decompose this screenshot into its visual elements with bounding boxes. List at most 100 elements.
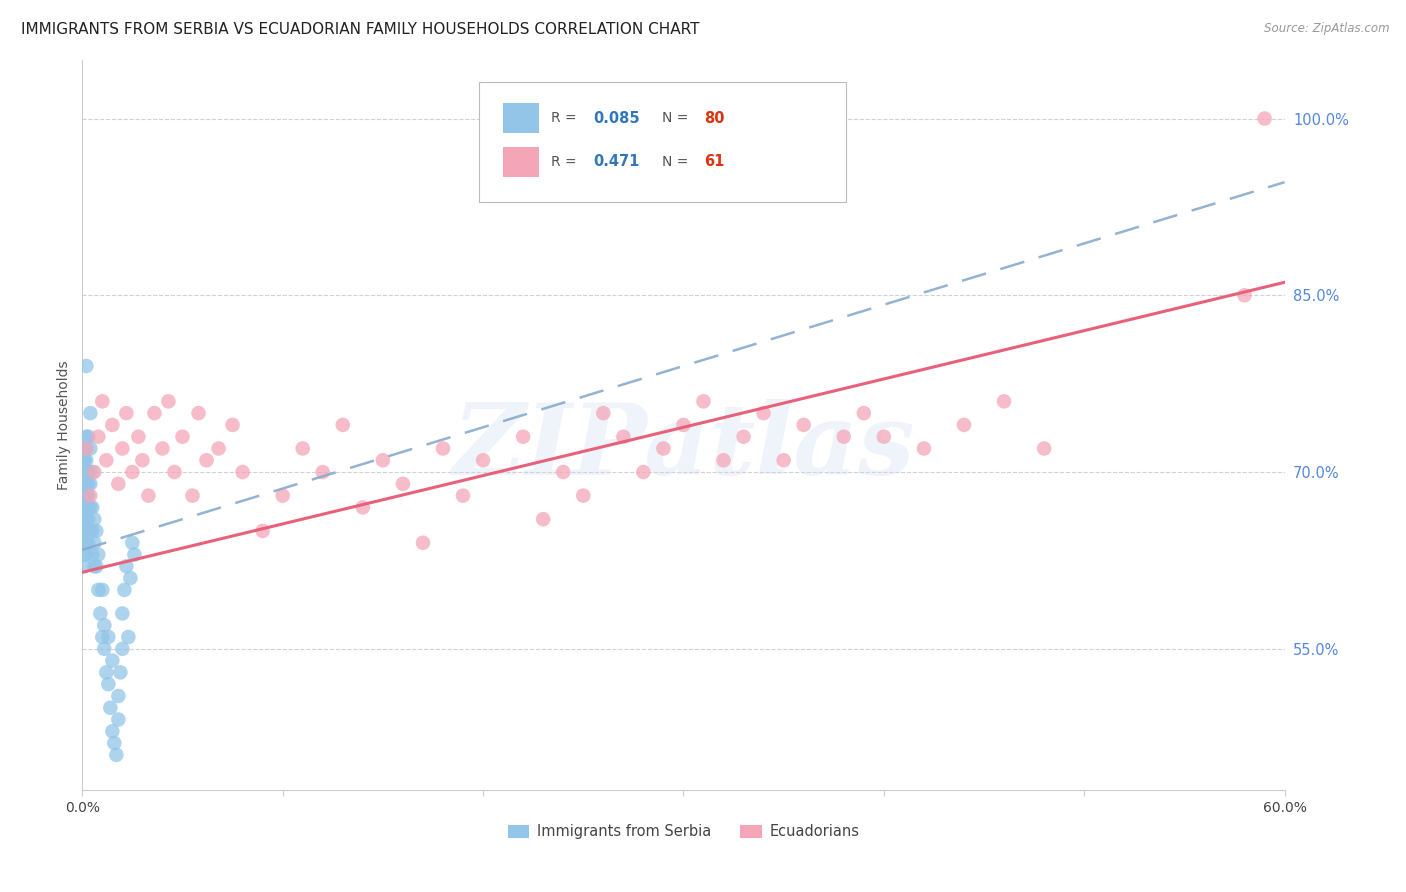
Text: 61: 61 — [704, 154, 724, 169]
Point — [77, 489, 100, 503]
Point — [91, 394, 114, 409]
Point — [75, 489, 97, 503]
Point — [77, 430, 100, 444]
Point — [79, 489, 101, 503]
Point — [672, 417, 695, 432]
Point — [111, 442, 134, 456]
Point — [772, 453, 794, 467]
Point — [138, 489, 160, 503]
Text: ZIPatlas: ZIPatlas — [453, 399, 915, 495]
Point — [73, 465, 96, 479]
Point — [181, 489, 204, 503]
Point — [75, 453, 97, 467]
Point — [73, 559, 96, 574]
Point — [371, 453, 394, 467]
Point — [82, 500, 104, 515]
Point — [553, 465, 575, 479]
Point — [652, 442, 675, 456]
Point — [96, 665, 118, 680]
Point — [101, 417, 124, 432]
Point — [912, 442, 935, 456]
Point — [107, 713, 129, 727]
Text: R =: R = — [551, 155, 581, 169]
Point — [472, 453, 495, 467]
Legend: Immigrants from Serbia, Ecuadorians: Immigrants from Serbia, Ecuadorians — [502, 818, 865, 845]
Text: R =: R = — [551, 111, 581, 125]
Point — [101, 724, 124, 739]
Point — [101, 654, 124, 668]
Point — [91, 582, 114, 597]
Point — [73, 500, 96, 515]
Point — [1233, 288, 1256, 302]
Point — [75, 512, 97, 526]
Point — [352, 500, 374, 515]
Point — [172, 430, 194, 444]
Point — [75, 442, 97, 456]
Point — [733, 430, 755, 444]
Point — [83, 512, 105, 526]
Point — [112, 582, 135, 597]
Point — [73, 453, 96, 467]
Point — [110, 665, 132, 680]
Point — [73, 548, 96, 562]
Point — [87, 548, 110, 562]
Point — [107, 689, 129, 703]
Point — [412, 535, 434, 549]
Point — [157, 394, 180, 409]
Point — [75, 465, 97, 479]
Text: Source: ZipAtlas.com: Source: ZipAtlas.com — [1264, 22, 1389, 36]
Point — [73, 535, 96, 549]
Text: N =: N = — [662, 111, 693, 125]
Point — [127, 430, 149, 444]
Point — [75, 548, 97, 562]
Point — [83, 559, 105, 574]
Point — [82, 465, 104, 479]
Point — [83, 465, 105, 479]
Point — [232, 465, 254, 479]
Point — [692, 394, 714, 409]
Point — [592, 406, 614, 420]
Point — [432, 442, 454, 456]
Point — [75, 535, 97, 549]
Point — [252, 524, 274, 538]
Point — [87, 582, 110, 597]
Point — [111, 641, 134, 656]
Point — [75, 442, 97, 456]
Text: 0.085: 0.085 — [593, 111, 640, 126]
Point — [73, 453, 96, 467]
Point — [77, 476, 100, 491]
Point — [103, 736, 125, 750]
Point — [124, 548, 146, 562]
FancyBboxPatch shape — [503, 103, 538, 133]
Point — [312, 465, 335, 479]
Point — [832, 430, 855, 444]
Point — [633, 465, 655, 479]
Point — [1253, 112, 1275, 126]
Point — [187, 406, 209, 420]
Point — [143, 406, 166, 420]
Point — [79, 406, 101, 420]
Point — [131, 453, 153, 467]
Point — [1033, 442, 1056, 456]
Point — [91, 630, 114, 644]
Point — [75, 476, 97, 491]
Point — [531, 512, 554, 526]
Point — [953, 417, 976, 432]
Point — [115, 559, 138, 574]
Point — [73, 489, 96, 503]
Point — [73, 489, 96, 503]
Point — [120, 571, 142, 585]
Point — [75, 500, 97, 515]
Point — [271, 489, 294, 503]
Point — [98, 700, 121, 714]
Point — [86, 524, 108, 538]
Point — [75, 359, 97, 373]
Point — [73, 442, 96, 456]
Point — [451, 489, 474, 503]
Point — [97, 677, 120, 691]
Point — [291, 442, 314, 456]
Point — [221, 417, 243, 432]
Point — [93, 641, 115, 656]
Point — [73, 524, 96, 538]
Y-axis label: Family Households: Family Households — [58, 360, 72, 490]
